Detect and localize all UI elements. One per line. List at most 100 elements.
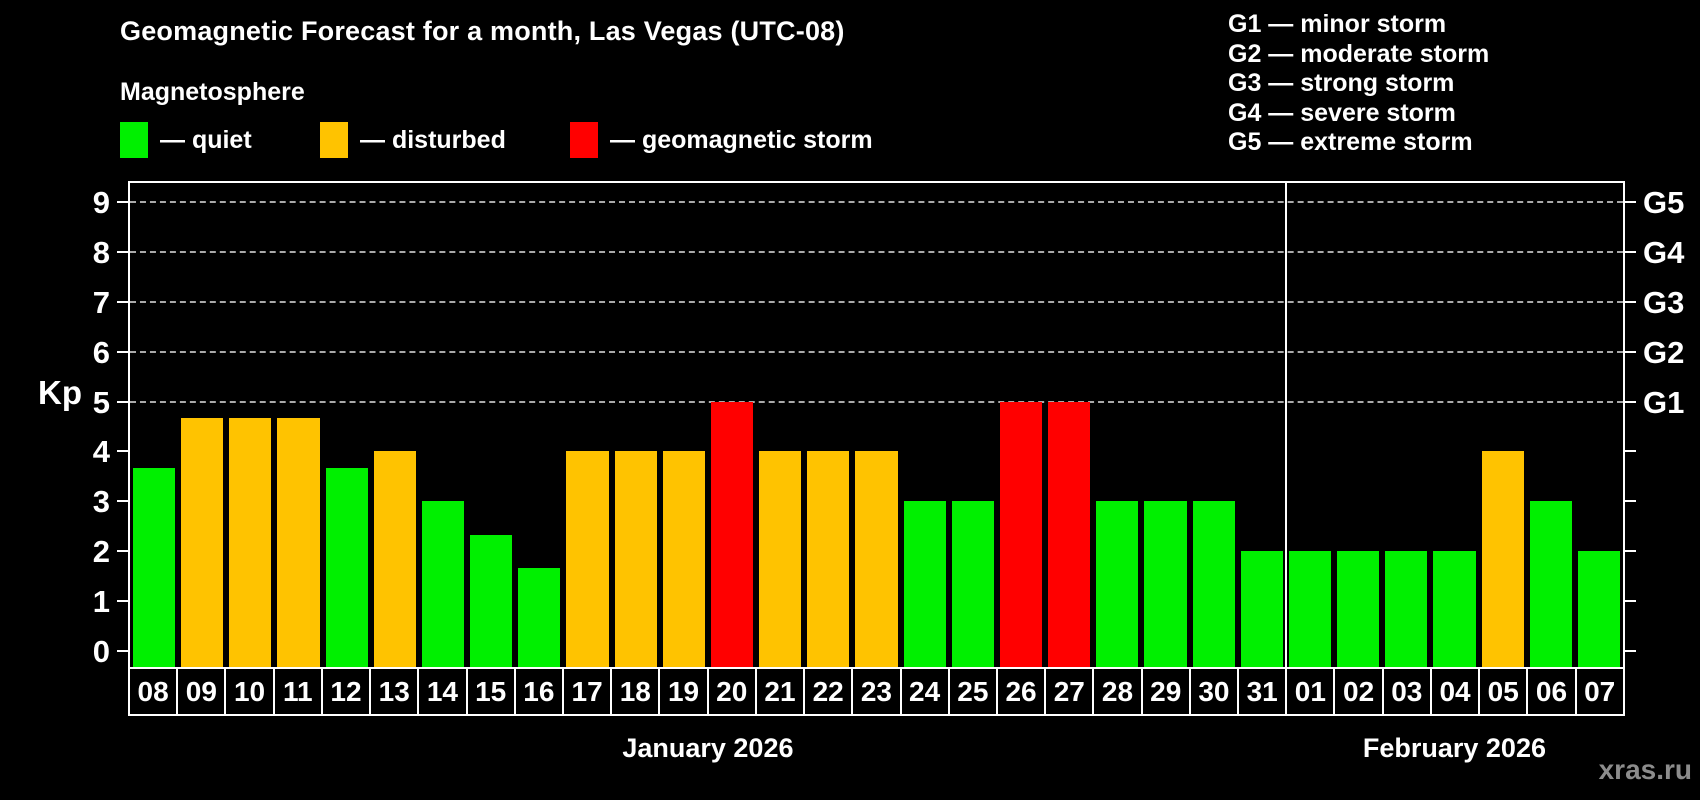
y-tick-right-3 [1625, 500, 1636, 503]
gridline-g1 [130, 400, 1623, 403]
kp-bar-day-16 [518, 567, 561, 667]
day-label-02: 02 [1335, 669, 1384, 714]
y-tick-left-4 [117, 450, 128, 453]
page-title: Geomagnetic Forecast for a month, Las Ve… [120, 16, 845, 46]
storm-swatch [570, 122, 598, 158]
y-tick-label-8: 8 [92, 234, 110, 270]
y-tick-left-7 [117, 300, 128, 303]
day-label-06: 06 [1528, 669, 1577, 714]
day-label-13: 13 [371, 669, 420, 714]
kp-bar-day-25 [951, 501, 994, 667]
legend-label-quiet: — quiet [160, 125, 252, 154]
legend-label-storm: — geomagnetic storm [610, 125, 873, 154]
day-label-10: 10 [226, 669, 275, 714]
x-axis-day-labels: 08 09 10 11 12 13 14 15 16 17 18 19 20 21 22 23 24 25 26 27… [128, 667, 1625, 716]
y-tick-left-9 [117, 200, 128, 203]
gridline-g3 [130, 300, 1623, 303]
day-label-19: 19 [660, 669, 709, 714]
legend-item-disturbed: — disturbed [320, 122, 506, 158]
y-tick-left-5 [117, 400, 128, 403]
day-label-16: 16 [516, 669, 564, 714]
g-legend-line-g5: G5 — extreme storm [1228, 128, 1473, 156]
g-scale-label-g3: G3 [1643, 284, 1685, 320]
g-legend-line-g1: G1 — minor storm [1228, 10, 1447, 38]
y-tick-label-7: 7 [92, 284, 110, 320]
y-tick-label-6: 6 [92, 334, 110, 370]
day-label-18: 18 [612, 669, 661, 714]
y-tick-left-0 [117, 650, 128, 652]
kp-bar-day-05 [1481, 451, 1524, 667]
kp-bar-day-19 [662, 451, 705, 667]
g-scale-label-g1: G1 [1643, 384, 1685, 420]
kp-bar-day-08 [133, 467, 176, 667]
day-label-20: 20 [709, 669, 757, 714]
kp-bar-day-02 [1337, 551, 1380, 667]
day-label-25: 25 [950, 669, 998, 714]
kp-bar-day-15 [470, 534, 513, 667]
y-tick-right-5 [1625, 400, 1636, 403]
g-scale-legend: G1 — minor storm G2 — moderate storm G3 … [1228, 10, 1489, 158]
disturbed-swatch [320, 122, 348, 158]
y-tick-left-2 [117, 550, 128, 553]
month-separator-line [1284, 183, 1287, 667]
kp-bar-day-14 [421, 501, 465, 667]
y-tick-right-7 [1625, 300, 1636, 303]
gridline-g4 [130, 250, 1623, 253]
day-label-15: 15 [468, 669, 516, 714]
kp-bar-day-29 [1144, 501, 1187, 667]
day-label-07: 07 [1584, 675, 1616, 707]
y-tick-label-0: 0 [92, 634, 110, 669]
g-scale-label-g4: G4 [1643, 234, 1685, 270]
day-label-29: 29 [1143, 669, 1191, 714]
day-label-03: 03 [1384, 669, 1432, 714]
day-label-30: 30 [1191, 669, 1240, 714]
day-label-12: 12 [323, 669, 372, 714]
y-tick-left-1 [117, 600, 128, 603]
kp-bar-day-22 [807, 451, 850, 667]
kp-bar-day-09 [181, 418, 224, 667]
gridline-g5 [130, 200, 1623, 203]
y-tick-label-5: 5 [92, 384, 110, 420]
day-label-08: 08 [130, 669, 179, 714]
y-tick-right-4 [1625, 450, 1636, 453]
kp-bar-day-17 [566, 451, 609, 667]
y-tick-left-8 [117, 250, 128, 253]
y-tick-label-9: 9 [92, 184, 110, 220]
kp-bar-day-12 [325, 467, 368, 667]
y-tick-left-3 [117, 500, 128, 503]
day-label-01: 01 [1287, 669, 1336, 714]
y-tick-right-1 [1625, 600, 1636, 603]
quiet-swatch [120, 122, 148, 158]
kp-bar-day-01 [1288, 551, 1332, 667]
day-label-27: 27 [1046, 669, 1095, 714]
y-tick-right-6 [1625, 350, 1636, 353]
kp-bar-day-03 [1385, 551, 1428, 667]
y-tick-right-8 [1625, 250, 1636, 253]
day-label-21: 21 [757, 669, 806, 714]
y-tick-right-2 [1625, 550, 1636, 553]
kp-bar-day-10 [229, 418, 272, 667]
day-label-05: 05 [1480, 669, 1529, 714]
legend-item-storm: — geomagnetic storm [570, 122, 873, 158]
kp-bar-day-11 [277, 418, 320, 667]
kp-bar-day-13 [373, 451, 416, 667]
legend-label-disturbed: — disturbed [360, 125, 506, 154]
day-label-17: 17 [564, 669, 613, 714]
kp-bar-day-31 [1240, 551, 1283, 667]
chart-subtitle: Magnetosphere [120, 78, 305, 106]
y-axis-title: Kp [38, 374, 82, 411]
day-label-28: 28 [1094, 669, 1143, 714]
y-tick-label-4: 4 [92, 434, 110, 470]
y-tick-label-3: 3 [92, 484, 110, 520]
day-label-09: 09 [178, 669, 227, 714]
watermark: xras.ru [1598, 754, 1692, 785]
plot-area: 0 1 2 3 4 5 6 7 8 9 G1 G2 G3 G4 G5 [93, 181, 1684, 669]
day-label-14: 14 [419, 669, 468, 714]
day-label-11: 11 [275, 669, 323, 714]
y-tick-label-1: 1 [92, 584, 110, 620]
kp-bar-day-23 [855, 451, 898, 667]
kp-bar-day-28 [1096, 501, 1139, 667]
day-label-24: 24 [902, 669, 950, 714]
legend-item-quiet: — quiet [120, 122, 252, 158]
day-label-31: 31 [1239, 669, 1288, 714]
